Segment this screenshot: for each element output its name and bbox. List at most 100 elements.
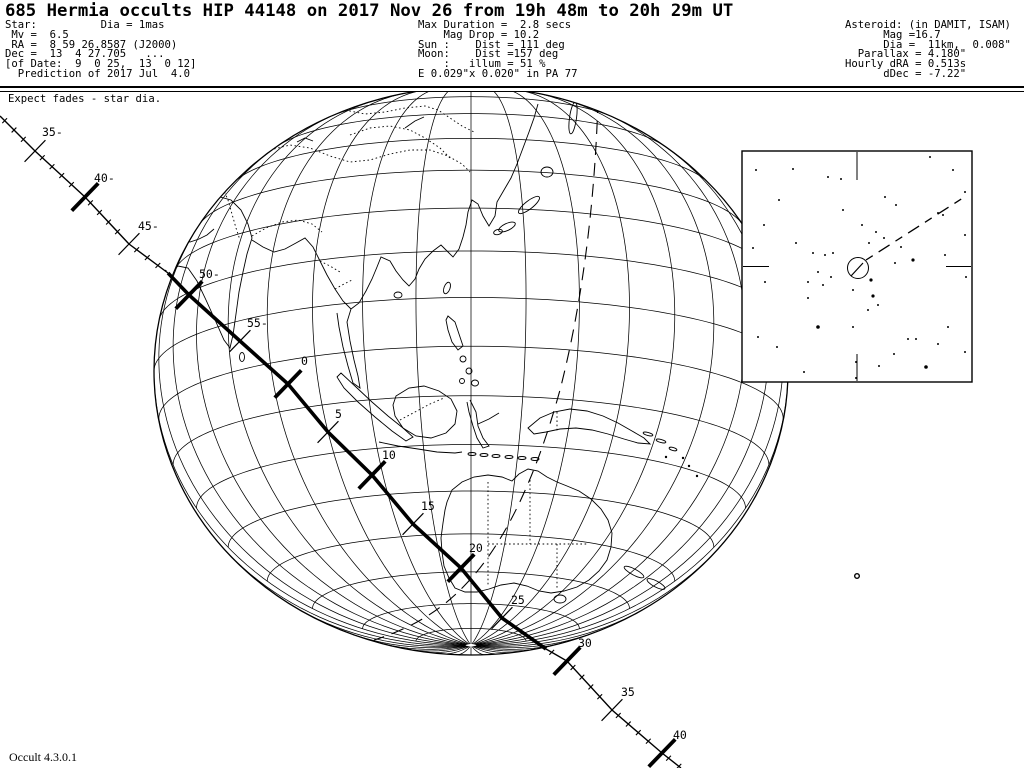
field-star <box>965 276 967 278</box>
asteroid-trail-start <box>850 262 864 277</box>
path-tick-5 <box>317 420 339 444</box>
field-star <box>852 289 854 291</box>
asteroid-info-block: Asteroid: (in DAMIT, ISAM) Mag =16.7 Dia… <box>845 19 1011 80</box>
field-star <box>911 258 915 262</box>
field-star <box>764 281 766 283</box>
field-star <box>894 262 896 264</box>
field-star <box>942 214 944 216</box>
field-star <box>855 377 857 379</box>
path-tick-40 <box>647 738 677 768</box>
path-tick-0 <box>273 369 303 399</box>
field-star <box>964 234 966 236</box>
field-star <box>952 169 954 171</box>
field-star <box>822 284 824 286</box>
field-star <box>824 254 826 256</box>
field-star <box>776 346 778 348</box>
asteroid-trail <box>865 195 967 261</box>
field-star <box>964 351 966 353</box>
expect-fades-note: Expect fades - star dia. <box>8 93 162 105</box>
field-star <box>924 365 928 369</box>
field-star <box>830 276 832 278</box>
field-star <box>795 242 797 244</box>
star-info-block: Star: Dia = 1mas Mv = 6.5 RA = 8 59 26.8… <box>5 19 197 80</box>
field-star <box>875 231 877 233</box>
field-star <box>816 325 820 329</box>
field-star <box>944 254 946 256</box>
path-tick-45- <box>118 232 140 256</box>
field-star <box>792 168 794 170</box>
field-star <box>803 371 805 373</box>
path-time-label: 45- <box>138 219 159 233</box>
field-star <box>964 191 966 193</box>
graticule <box>154 87 788 655</box>
field-star <box>807 281 809 283</box>
path-time-label: 10 <box>382 448 396 462</box>
field-star <box>878 365 880 367</box>
path-tick-20 <box>446 553 476 583</box>
terminator-line <box>373 99 599 641</box>
field-star <box>812 252 814 254</box>
field-star <box>861 224 863 226</box>
path-tick-30 <box>552 646 582 676</box>
field-star <box>929 156 931 158</box>
occultation-path <box>0 115 682 768</box>
field-star <box>778 199 780 201</box>
field-star <box>871 294 875 298</box>
field-star <box>884 196 886 198</box>
field-star <box>868 242 870 244</box>
field-star <box>883 237 885 239</box>
field-star <box>763 224 765 226</box>
inset-frame <box>741 150 973 383</box>
app-version: Occult 4.3.0.1 <box>9 750 77 764</box>
field-star <box>900 246 902 248</box>
page-title: 685 Hermia occults HIP 44148 on 2017 Nov… <box>5 1 734 21</box>
path-time-label: 15 <box>421 499 435 513</box>
field-star <box>755 169 757 171</box>
field-star <box>907 338 909 340</box>
field-star <box>832 252 834 254</box>
path-time-labels: 35- 40- 45- 50- 55- 0 5 10 15 20 25 30 35 40 <box>42 125 687 742</box>
field-star <box>840 178 842 180</box>
field-star <box>867 309 869 311</box>
field-star <box>852 326 854 328</box>
path-tick-10 <box>357 460 387 490</box>
event-info-block: Max Duration = 2.8 secs Mag Drop = 10.2 … <box>418 19 578 80</box>
field-star <box>855 361 857 363</box>
path-tick-25 <box>491 606 513 630</box>
small-island-mark <box>854 573 861 580</box>
field-star <box>757 336 759 338</box>
stray-mark <box>854 573 861 580</box>
field-star <box>869 278 873 282</box>
path-tick-15 <box>402 512 424 536</box>
path-time-label: 35- <box>42 125 63 139</box>
path-time-label: 20 <box>469 541 483 555</box>
path-time-label: 40 <box>673 728 687 742</box>
inset-star-chart <box>741 150 973 383</box>
path-tick-50- <box>174 280 204 310</box>
field-star <box>893 353 895 355</box>
field-star <box>827 176 829 178</box>
path-time-label: 55- <box>247 316 268 330</box>
target-star-circle <box>847 257 869 279</box>
field-star <box>807 297 809 299</box>
field-star <box>895 204 897 206</box>
path-time-label: 5 <box>335 407 342 421</box>
path-time-label: 0 <box>301 354 308 368</box>
field-star <box>877 304 879 306</box>
field-star <box>915 338 917 340</box>
path-tick-55- <box>229 329 251 353</box>
path-time-label: 30 <box>578 636 592 650</box>
field-star <box>842 209 844 211</box>
path-tick-35- <box>24 139 46 163</box>
path-tick-35 <box>601 698 623 722</box>
path-time-label: 25 <box>511 593 525 607</box>
field-star <box>752 247 754 249</box>
field-star <box>817 271 819 273</box>
header-separator <box>0 86 1024 92</box>
path-time-label: 40- <box>94 171 115 185</box>
field-star <box>937 343 939 345</box>
path-time-label: 35 <box>621 685 635 699</box>
field-star <box>947 326 949 328</box>
